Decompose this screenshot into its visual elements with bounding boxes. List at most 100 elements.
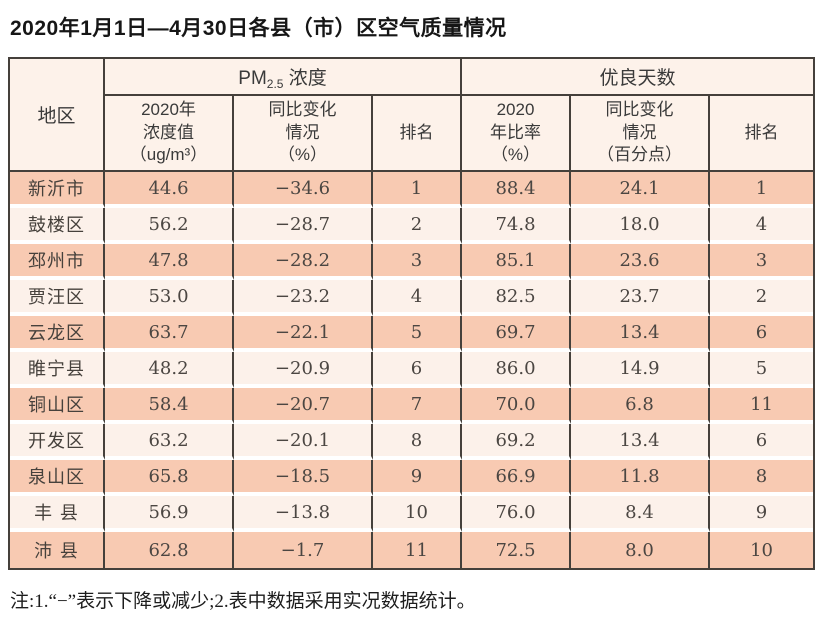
- cell-pm-rank: 8: [373, 424, 462, 460]
- cell-pm-change: −20.1: [234, 424, 373, 460]
- cell-region: 铜山区: [10, 388, 105, 424]
- cell-region: 云龙区: [10, 316, 105, 352]
- cell-goodays-change: 18.0: [571, 208, 710, 244]
- cell-pm-change: −23.2: [234, 280, 373, 316]
- cell-pm-value: 44.6: [105, 172, 234, 208]
- cell-pm-change: −22.1: [234, 316, 373, 352]
- cell-goodays-rank: 3: [710, 244, 814, 280]
- cell-goodays-rate: 70.0: [462, 388, 571, 424]
- col-group-pm25: PM2.5 浓度: [105, 59, 462, 96]
- cell-goodays-rate: 82.5: [462, 280, 571, 316]
- header-sub-row: 2020年 浓度值 （ug/m³） 同比变化 情况 （%） 排名 2020 年比…: [10, 96, 814, 172]
- cell-goodays-change: 13.4: [571, 424, 710, 460]
- cell-goodays-rank: 10: [710, 532, 814, 568]
- cell-pm-rank: 1: [373, 172, 462, 208]
- cell-pm-rank: 7: [373, 388, 462, 424]
- cell-goodays-change: 23.6: [571, 244, 710, 280]
- cell-goodays-change: 11.8: [571, 460, 710, 496]
- cell-region: 泉山区: [10, 460, 105, 496]
- table-body: 新沂市 44.6 −34.6 1 88.4 24.1 1 鼓楼区 56.2 −28.7 2 74.8 1…: [10, 172, 814, 568]
- cell-goodays-rate: 66.9: [462, 460, 571, 496]
- cell-goodays-rate: 85.1: [462, 244, 571, 280]
- cell-goodays-rank: 6: [710, 424, 814, 460]
- cell-region: 邳州市: [10, 244, 105, 280]
- cell-goodays-change: 6.8: [571, 388, 710, 424]
- cell-pm-value: 56.9: [105, 496, 234, 532]
- table-row: 鼓楼区 56.2 −28.7 2 74.8 18.0 4: [10, 208, 814, 244]
- cell-goodays-rank: 6: [710, 316, 814, 352]
- cell-pm-change: −34.6: [234, 172, 373, 208]
- header-group-row: 地区 PM2.5 浓度 优良天数: [10, 59, 814, 172]
- table-row: 泉山区 65.8 −18.5 9 66.9 11.8 8: [10, 460, 814, 496]
- cell-pm-rank: 4: [373, 280, 462, 316]
- cell-pm-value: 63.7: [105, 316, 234, 352]
- cell-region: 鼓楼区: [10, 208, 105, 244]
- table-row: 铜山区 58.4 −20.7 7 70.0 6.8 11: [10, 388, 814, 424]
- cell-pm-change: −13.8: [234, 496, 373, 532]
- col-group-good-days: 优良天数: [462, 59, 814, 96]
- table-header: 地区 PM2.5 浓度 优良天数 2020年 浓度值 （ug/m³） 同比变化 …: [10, 59, 814, 172]
- col-header-pm-value: 2020年 浓度值 （ug/m³）: [105, 96, 234, 172]
- cell-region: 沛 县: [10, 532, 105, 568]
- cell-pm-value: 48.2: [105, 352, 234, 388]
- pm25-prefix: PM: [238, 67, 267, 89]
- cell-goodays-change: 24.1: [571, 172, 710, 208]
- table-row: 丰 县 56.9 −13.8 10 76.0 8.4 9: [10, 496, 814, 532]
- col-header-pm-rank: 排名: [373, 96, 462, 172]
- pm25-suffix: 浓度: [283, 67, 327, 89]
- col-header-pm-change: 同比变化 情况 （%）: [234, 96, 373, 172]
- cell-goodays-rank: 2: [710, 280, 814, 316]
- cell-goodays-rank: 1: [710, 172, 814, 208]
- cell-goodays-rank: 5: [710, 352, 814, 388]
- col-header-goodays-change: 同比变化 情况 （百分点）: [571, 96, 710, 172]
- cell-goodays-rate: 69.7: [462, 316, 571, 352]
- col-header-goodays-rate: 2020 年比率 （%）: [462, 96, 571, 172]
- cell-goodays-rate: 86.0: [462, 352, 571, 388]
- cell-pm-change: −18.5: [234, 460, 373, 496]
- cell-goodays-rank: 8: [710, 460, 814, 496]
- cell-pm-change: −20.9: [234, 352, 373, 388]
- cell-pm-rank: 3: [373, 244, 462, 280]
- footnote: 注:1.“−”表示下降或减少;2.表中数据采用实况数据统计。: [10, 591, 476, 612]
- air-quality-table: 地区 PM2.5 浓度 优良天数 2020年 浓度值 （ug/m³） 同比变化 …: [10, 59, 814, 568]
- cell-goodays-rate: 69.2: [462, 424, 571, 460]
- cell-goodays-change: 14.9: [571, 352, 710, 388]
- cell-pm-rank: 11: [373, 532, 462, 568]
- cell-goodays-change: 23.7: [571, 280, 710, 316]
- cell-pm-value: 56.2: [105, 208, 234, 244]
- table-row: 开发区 63.2 −20.1 8 69.2 13.4 6: [10, 424, 814, 460]
- cell-pm-value: 65.8: [105, 460, 234, 496]
- cell-goodays-change: 8.0: [571, 532, 710, 568]
- cell-pm-value: 47.8: [105, 244, 234, 280]
- cell-pm-rank: 5: [373, 316, 462, 352]
- table-row: 沛 县 62.8 −1.7 11 72.5 8.0 10: [10, 532, 814, 568]
- table-row: 新沂市 44.6 −34.6 1 88.4 24.1 1: [10, 172, 814, 208]
- table-row: 睢宁县 48.2 −20.9 6 86.0 14.9 5: [10, 352, 814, 388]
- table-row: 贾汪区 53.0 −23.2 4 82.5 23.7 2: [10, 280, 814, 316]
- table-row: 云龙区 63.7 −22.1 5 69.7 13.4 6: [10, 316, 814, 352]
- cell-pm-change: −20.7: [234, 388, 373, 424]
- cell-region: 开发区: [10, 424, 105, 460]
- cell-pm-rank: 9: [373, 460, 462, 496]
- cell-pm-change: −28.2: [234, 244, 373, 280]
- table-row: 邳州市 47.8 −28.2 3 85.1 23.6 3: [10, 244, 814, 280]
- cell-goodays-rate: 76.0: [462, 496, 571, 532]
- cell-region: 贾汪区: [10, 280, 105, 316]
- cell-goodays-rank: 4: [710, 208, 814, 244]
- col-header-goodays-rank: 排名: [710, 96, 814, 172]
- cell-pm-rank: 6: [373, 352, 462, 388]
- cell-goodays-rank: 9: [710, 496, 814, 532]
- cell-pm-value: 62.8: [105, 532, 234, 568]
- cell-pm-value: 63.2: [105, 424, 234, 460]
- cell-goodays-change: 8.4: [571, 496, 710, 532]
- cell-pm-rank: 10: [373, 496, 462, 532]
- pm25-label: PM2.5 浓度: [238, 67, 327, 91]
- col-header-region: 地区: [10, 59, 105, 172]
- cell-region: 睢宁县: [10, 352, 105, 388]
- cell-pm-value: 58.4: [105, 388, 234, 424]
- cell-goodays-rate: 72.5: [462, 532, 571, 568]
- cell-pm-rank: 2: [373, 208, 462, 244]
- air-quality-table-frame: 地区 PM2.5 浓度 优良天数 2020年 浓度值 （ug/m³） 同比变化 …: [8, 57, 815, 570]
- cell-goodays-change: 13.4: [571, 316, 710, 352]
